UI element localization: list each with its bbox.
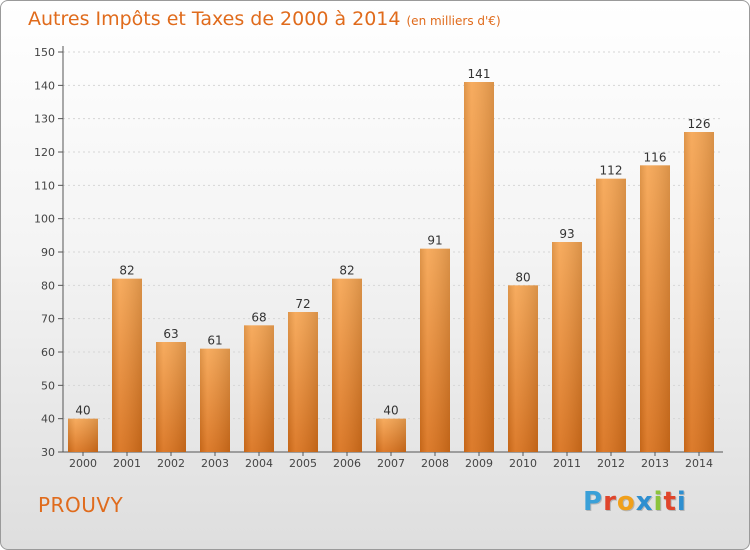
x-tick-label: 2007 [377,457,405,470]
bar-shade [288,312,318,452]
y-tick-label: 140 [34,79,55,92]
data-label: 61 [207,334,222,348]
y-tick-label: 40 [41,413,55,426]
x-tick-label: 2001 [113,457,141,470]
x-tick-label: 2003 [201,457,229,470]
chart-title: Autres Impôts et Taxes de 2000 à 2014 (en… [28,8,501,30]
data-label: 126 [688,117,711,131]
x-tick-label: 2014 [685,457,713,470]
y-tick-label: 100 [34,213,55,226]
y-tick-label: 150 [34,46,55,59]
bar-shade [200,348,230,452]
bar-shade [596,178,626,452]
proxiti-logo: Proxiti [583,487,687,517]
data-label: 93 [559,227,574,241]
data-label: 91 [427,234,442,248]
bar-shade [684,132,714,452]
data-label: 40 [383,404,398,418]
data-label: 141 [468,67,491,81]
data-label: 82 [339,264,354,278]
y-tick-label: 120 [34,146,55,159]
x-tick-label: 2004 [245,457,273,470]
bar-shade [112,278,142,452]
y-tick-label: 130 [34,113,55,126]
x-tick-label: 2011 [553,457,581,470]
bar-shade [420,248,450,452]
y-tick-label: 60 [41,346,55,359]
data-label: 68 [251,310,266,324]
data-label: 112 [600,164,623,178]
title-text: Autres Impôts et Taxes de 2000 à 2014 [28,8,401,30]
x-tick-label: 2005 [289,457,317,470]
bar-shade [68,418,98,452]
x-tick-label: 2012 [597,457,625,470]
y-tick-label: 30 [41,446,55,459]
bar-shade [552,242,582,452]
bar-shade [156,342,186,452]
y-tick-label: 90 [41,246,55,259]
y-tick-label: 110 [34,179,55,192]
x-tick-label: 2013 [641,457,669,470]
y-tick-label: 50 [41,379,55,392]
y-tick-label: 70 [41,313,55,326]
y-tick-label: 80 [41,279,55,292]
x-tick-label: 2008 [421,457,449,470]
x-tick-label: 2009 [465,457,493,470]
x-tick-label: 2006 [333,457,361,470]
bar-shade [508,285,538,452]
bar-shade [640,165,670,453]
data-label: 80 [515,270,530,284]
data-label: 72 [295,297,310,311]
bar-shade [332,278,362,452]
bar-shade [376,418,406,452]
bar-shade [244,325,274,452]
place-name: PROUVY [38,493,124,517]
x-tick-label: 2010 [509,457,537,470]
title-unit: (en milliers d'€) [406,14,501,28]
x-tick-label: 2002 [157,457,185,470]
bar-shade [464,82,494,452]
data-label: 40 [75,404,90,418]
x-tick-label: 2000 [69,457,97,470]
data-label: 63 [163,327,178,341]
data-label: 82 [119,264,134,278]
data-label: 116 [644,150,667,164]
